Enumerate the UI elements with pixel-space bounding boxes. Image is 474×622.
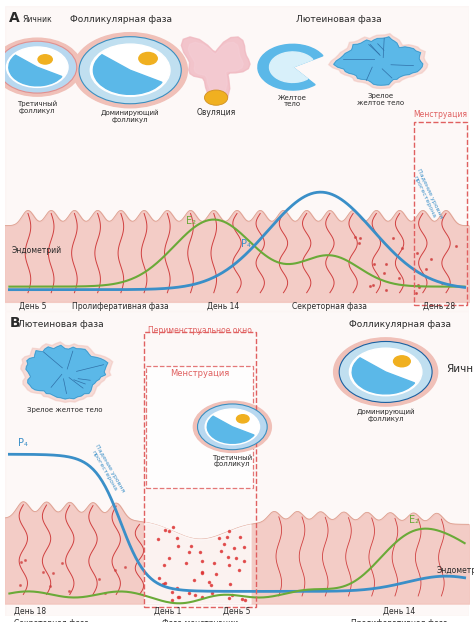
Text: P₄: P₄	[241, 239, 251, 249]
Polygon shape	[182, 37, 250, 103]
Wedge shape	[258, 44, 323, 90]
Wedge shape	[270, 52, 313, 82]
Text: День 1: День 1	[154, 607, 181, 616]
Text: Фаза менструации: Фаза менструации	[162, 619, 238, 622]
Circle shape	[91, 44, 170, 96]
Text: A: A	[9, 11, 20, 25]
Text: Доминирующий
фолликул: Доминирующий фолликул	[101, 110, 159, 123]
Text: Пролиферативная фаза: Пролиферативная фаза	[351, 619, 448, 622]
Text: День 14: День 14	[383, 607, 416, 616]
Wedge shape	[9, 55, 62, 86]
Text: Доминирующий
фолликул: Доминирующий фолликул	[356, 409, 415, 422]
Text: E₂: E₂	[409, 515, 419, 525]
Bar	[413, 122, 467, 305]
Circle shape	[339, 341, 432, 402]
Text: E₂: E₂	[185, 216, 196, 226]
Text: B: B	[9, 315, 20, 330]
Circle shape	[0, 38, 82, 96]
Text: Зрелое
желтое тело: Зрелое желтое тело	[357, 93, 405, 106]
Text: День 5: День 5	[223, 607, 251, 616]
Text: Фолликулярная фаза: Фолликулярная фаза	[348, 320, 451, 329]
Polygon shape	[329, 34, 428, 88]
Circle shape	[334, 338, 438, 406]
Text: Секреторная фаза: Секреторная фаза	[292, 302, 367, 311]
Text: Желтое
тело: Желтое тело	[278, 95, 307, 107]
Polygon shape	[334, 37, 423, 85]
Text: День 5: День 5	[18, 302, 46, 311]
Circle shape	[237, 415, 249, 423]
Circle shape	[204, 90, 228, 105]
Text: Секреторная фаза: Секреторная фаза	[14, 619, 89, 622]
Wedge shape	[93, 55, 162, 95]
Bar	[144, 332, 255, 606]
Text: Перименструальное окно: Перименструальное окно	[148, 326, 252, 335]
Circle shape	[198, 404, 267, 450]
Wedge shape	[207, 416, 254, 443]
Circle shape	[139, 52, 157, 65]
Wedge shape	[352, 358, 415, 394]
Circle shape	[79, 37, 181, 104]
Text: День 28: День 28	[423, 302, 456, 311]
Bar	[146, 366, 253, 488]
Text: День 18: День 18	[14, 607, 46, 616]
Text: Фолликулярная фаза: Фолликулярная фаза	[70, 16, 172, 24]
Text: Падение уровня
прогестерона: Падение уровня прогестерона	[89, 443, 125, 496]
Polygon shape	[26, 345, 108, 399]
Text: Третичный
фолликул: Третичный фолликул	[17, 101, 57, 114]
Text: Пролиферативная фаза: Пролиферативная фаза	[73, 302, 169, 311]
Text: Менструация: Менструация	[170, 369, 229, 378]
Circle shape	[38, 55, 52, 64]
Text: Третичный
фолликул: Третичный фолликул	[212, 454, 253, 467]
Text: Яичник: Яичник	[446, 364, 474, 374]
Text: Зрелое желтое тело: Зрелое желтое тело	[27, 407, 103, 413]
Polygon shape	[188, 42, 243, 95]
Text: Лютеиновая фаза: Лютеиновая фаза	[18, 320, 103, 329]
Text: Падение уровня
прогестерона: Падение уровня прогестерона	[411, 169, 444, 222]
Text: День 14: День 14	[207, 302, 239, 311]
Circle shape	[193, 401, 272, 452]
Text: Фаза менструального цикла: Фаза менструального цикла	[158, 312, 316, 323]
Polygon shape	[21, 342, 113, 402]
Circle shape	[349, 348, 422, 396]
Circle shape	[73, 33, 187, 108]
Circle shape	[393, 356, 410, 367]
Circle shape	[205, 409, 260, 445]
Text: Эндометрий: Эндометрий	[12, 246, 62, 254]
Text: Овуляция: Овуляция	[196, 108, 236, 118]
Text: Эндометрий: Эндометрий	[437, 565, 474, 575]
Text: Яичник: Яичник	[22, 16, 52, 24]
Text: Лютеиновая фаза: Лютеиновая фаза	[296, 16, 382, 24]
Text: Менструация: Менструация	[413, 110, 467, 119]
Circle shape	[0, 41, 77, 93]
Circle shape	[7, 47, 68, 87]
Text: P₄: P₄	[18, 439, 28, 448]
